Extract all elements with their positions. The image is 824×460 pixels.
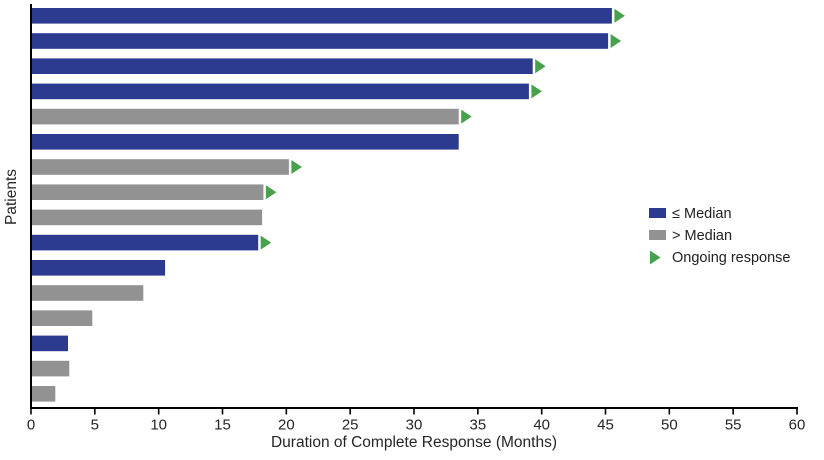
ongoing-arrow-icon xyxy=(265,185,277,200)
ongoing-arrow-icon xyxy=(535,59,546,74)
legend-label: Ongoing response xyxy=(672,250,791,266)
x-tick-label: 40 xyxy=(533,417,550,434)
legend-swatch-le-median xyxy=(649,208,666,218)
bar-patient-13 xyxy=(31,310,93,326)
x-tick-label: 55 xyxy=(725,417,742,434)
bar-patient-16 xyxy=(31,386,56,402)
x-axis-title: Duration of Complete Response (Months) xyxy=(271,434,557,451)
bar-patient-11 xyxy=(31,260,166,276)
bar-patient-15 xyxy=(31,360,70,377)
ongoing-arrow-icon xyxy=(614,8,625,23)
bar-patient-3 xyxy=(31,58,533,74)
bar-patient-9 xyxy=(31,209,263,226)
bar-patient-4 xyxy=(31,83,529,100)
x-tick-label: 15 xyxy=(214,417,231,434)
x-tick-label: 45 xyxy=(597,417,614,434)
x-tick-label: 50 xyxy=(661,417,678,434)
x-tick-label: 0 xyxy=(27,417,35,434)
legend-ongoing-arrow-icon xyxy=(650,250,661,265)
x-tick-label: 35 xyxy=(469,417,486,434)
ongoing-arrow-icon xyxy=(291,160,302,174)
axes-layer xyxy=(30,4,798,409)
bar-patient-10 xyxy=(31,234,259,251)
ongoing-arrow-icon xyxy=(610,34,622,48)
legend-swatch-gt-median xyxy=(649,230,666,240)
bar-patient-7 xyxy=(31,159,289,175)
x-tick-label: 10 xyxy=(150,417,167,434)
bar-patient-1 xyxy=(31,8,612,24)
x-tick-label: 25 xyxy=(342,417,359,434)
bar-patient-12 xyxy=(31,285,144,301)
y-axis-title: Patients xyxy=(3,169,20,225)
bar-patient-5 xyxy=(31,108,459,125)
x-tick-label: 30 xyxy=(406,417,423,434)
legend: ≤ Median > Median Ongoing response xyxy=(649,206,791,266)
x-tick-label: 5 xyxy=(91,417,99,434)
legend-label: ≤ Median xyxy=(672,206,732,222)
bars-layer xyxy=(31,8,625,402)
x-tick-label: 60 xyxy=(789,417,806,434)
bar-patient-6 xyxy=(31,134,459,150)
x-tick-label: 20 xyxy=(278,417,295,434)
ongoing-arrow-icon xyxy=(531,84,542,99)
bar-patient-14 xyxy=(31,335,68,352)
bar-patient-2 xyxy=(31,33,609,49)
ongoing-arrow-icon xyxy=(260,235,272,250)
x-axis-ticks: 0 5 10 15 20 25 30 35 40 45 50 55 60 xyxy=(27,409,806,434)
ongoing-arrow-icon xyxy=(461,109,472,124)
legend-label: > Median xyxy=(672,228,732,244)
bar-patient-8 xyxy=(31,184,264,200)
